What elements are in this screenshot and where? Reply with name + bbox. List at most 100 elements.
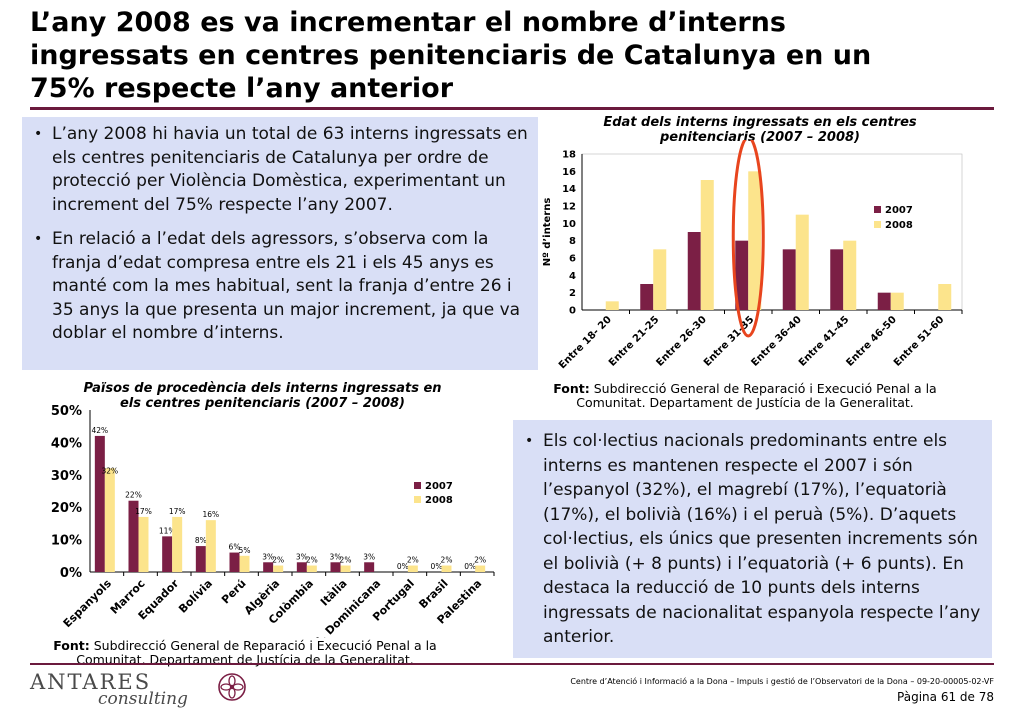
bar-2007 xyxy=(229,552,240,572)
bar-2007 xyxy=(830,249,844,310)
legend-swatch-2007 xyxy=(414,482,421,489)
x-tick-label: Entre 21-25 xyxy=(607,314,661,368)
data-label-2008: 2% xyxy=(407,556,419,565)
footer-divider xyxy=(30,663,994,665)
data-label-2008: 2% xyxy=(306,556,318,565)
data-label-2008: 32% xyxy=(101,466,118,475)
footer-caption: Centre d’Atenció i Informació a la Dona … xyxy=(570,677,994,686)
data-label-2007: 0% xyxy=(464,562,476,571)
data-label-2007: 6% xyxy=(229,543,241,552)
age-summary-box: • L’any 2008 hi havia un total de 63 inte… xyxy=(22,117,538,370)
list-item: • En relació a l’edat dels agressors, s’o… xyxy=(34,229,521,343)
y-tick-label: 30% xyxy=(51,469,82,484)
data-label-2007: 3% xyxy=(363,552,375,561)
age-chart-title: Edat dels interns ingressats en els cent… xyxy=(603,115,917,145)
x-tick-label: Perú xyxy=(219,577,249,607)
country-chart-title: Països de procedència dels interns ingre… xyxy=(83,381,442,411)
data-label-2008: 2% xyxy=(272,556,284,565)
bar-2008 xyxy=(239,555,250,572)
bar-2008 xyxy=(890,292,904,310)
bar-2008 xyxy=(938,284,952,310)
bar-2008 xyxy=(104,468,115,572)
y-tick-label: 10% xyxy=(51,534,82,549)
bar-2008 xyxy=(407,565,418,572)
x-tick-label: Entre 36-40 xyxy=(749,314,803,368)
legend-label-2007: 2007 xyxy=(425,481,453,492)
bar-2007 xyxy=(263,562,274,572)
page-number: Pàgina 61 de 78 xyxy=(897,690,994,704)
bar-2007 xyxy=(128,500,139,572)
bar-2007 xyxy=(782,249,796,310)
bar-2007 xyxy=(330,562,341,572)
bar-2007 xyxy=(94,435,105,572)
data-label-2008: 2% xyxy=(474,556,486,565)
data-label-2007: 0% xyxy=(397,562,409,571)
x-tick-label: Entre 46-50 xyxy=(844,314,898,368)
title-line-3: 75% respecte l’any anterior xyxy=(30,73,454,104)
y-tick-label: 18 xyxy=(562,150,576,161)
legend-swatch-2008 xyxy=(414,496,421,503)
y-tick-label: 50% xyxy=(51,404,82,419)
y-tick-label: 2 xyxy=(569,288,576,299)
y-tick-label: 0% xyxy=(60,566,82,581)
data-label-2008: 17% xyxy=(135,507,152,516)
bullet-icon: • xyxy=(34,231,43,247)
x-tick-label: Entre 51-60 xyxy=(892,314,946,368)
bullet-icon: • xyxy=(34,126,43,142)
data-label-2008: 2% xyxy=(441,556,453,565)
country-chart: 0%10%20%30%40%50%42%32%Espanyols22%17%Ma… xyxy=(51,404,495,638)
data-label-2008: 5% xyxy=(239,546,251,555)
flower-emblem-icon xyxy=(218,673,246,701)
data-label-2008: 17% xyxy=(169,507,186,516)
y-tick-label: 16 xyxy=(562,167,576,178)
data-label-2007: 3% xyxy=(330,552,342,561)
bar-2008 xyxy=(340,565,351,572)
plot-area xyxy=(581,153,963,311)
title-line-2: ingressats en centres penitenciaris de C… xyxy=(30,40,872,71)
x-tick-label: Espanyols xyxy=(61,577,115,631)
title-line-1: L’any 2008 es va incrementar el nombre d… xyxy=(30,7,786,38)
logo-brand: ANTARES xyxy=(30,670,152,694)
data-label-2007: 42% xyxy=(91,426,108,435)
x-tick-label: Entre 31-35 xyxy=(702,314,756,368)
y-tick-label: 4 xyxy=(569,271,576,282)
data-label-2007: 22% xyxy=(125,491,142,500)
bar-2008 xyxy=(172,516,183,572)
bar-2007 xyxy=(640,284,654,310)
y-tick-label: 10 xyxy=(562,219,576,230)
logo-subtitle: consulting xyxy=(98,689,188,709)
legend-label-2008: 2008 xyxy=(885,220,913,231)
y-tick-label: 8 xyxy=(569,236,576,247)
bar-2007 xyxy=(296,562,307,572)
bar-2008 xyxy=(748,171,762,310)
data-label-2007: 11% xyxy=(159,526,176,535)
x-tick-label: Entre 18- 20 xyxy=(557,314,614,371)
data-label-2008: 2% xyxy=(340,556,352,565)
nationality-summary-box: • Els col·lectius nacionals predominants … xyxy=(513,420,992,658)
data-label-2007: 3% xyxy=(262,552,274,561)
list-item: • Els col·lectius nacionals predominants … xyxy=(525,431,981,647)
bar-2008 xyxy=(605,301,619,310)
y-tick-label: 14 xyxy=(562,184,576,195)
data-label-2007: 3% xyxy=(296,552,308,561)
antares-logo: ANTARES consulting xyxy=(30,670,260,709)
age-chart-source: Font: Subdirecció General de Reparació i… xyxy=(553,381,937,410)
legend-label-2007: 2007 xyxy=(885,205,913,216)
x-tick-label: Itàlia xyxy=(318,577,350,609)
bar-2008 xyxy=(273,565,284,572)
y-tick-label: 0 xyxy=(569,306,576,317)
bar-2008 xyxy=(306,565,317,572)
bar-2008 xyxy=(700,180,714,310)
y-tick-label: 12 xyxy=(562,202,576,213)
bar-2007 xyxy=(195,546,206,572)
bullet-icon: • xyxy=(525,433,534,449)
y-tick-label: 6 xyxy=(569,254,576,265)
bar-2008 xyxy=(653,249,667,310)
x-tick-label: Entre 41-45 xyxy=(797,314,851,368)
data-label-2007: 8% xyxy=(195,536,207,545)
bar-2008 xyxy=(138,516,149,572)
bar-2007 xyxy=(735,240,749,310)
bar-2007 xyxy=(687,232,701,310)
bar-2008 xyxy=(795,214,809,310)
